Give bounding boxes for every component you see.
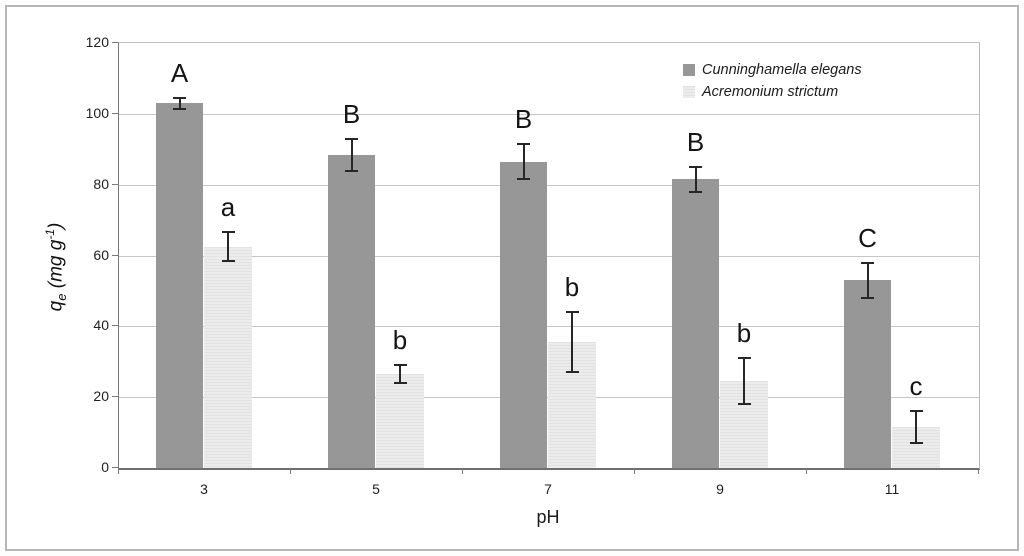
x-axis-tick [462, 469, 463, 474]
x-tick-label: 7 [544, 481, 552, 497]
legend-label: Cunninghamella elegans [702, 62, 862, 78]
error-bar [694, 166, 697, 192]
error-bar-cap [565, 371, 579, 374]
error-bar-cap [861, 297, 874, 299]
significance-letter: B [342, 98, 361, 129]
bar-cunninghamella-ph9 [672, 179, 719, 468]
error-bar [399, 365, 401, 383]
significance-letter: b [736, 318, 752, 349]
error-bar-cap [345, 169, 358, 172]
error-bar [522, 143, 525, 180]
error-bar [743, 358, 745, 405]
gridline [119, 326, 979, 328]
error-bar-cap [689, 190, 702, 193]
legend-item: Acremonium strictum [683, 81, 862, 103]
error-bar [227, 232, 229, 261]
y-tick-label: 120 [85, 34, 109, 50]
legend-swatch-acremonium [683, 86, 695, 98]
bar-cunninghamella-ph11 [844, 280, 891, 468]
bar-cunninghamella-ph3 [156, 103, 203, 468]
y-axis-title: qe (mg g-1) [43, 223, 69, 312]
y-axis-subscript: e [54, 293, 70, 301]
error-bar-cap [737, 357, 751, 360]
error-bar-cap [861, 261, 874, 264]
x-tick-label: 9 [716, 481, 724, 497]
significance-letter: c [909, 371, 923, 402]
y-axis-variable: q [45, 300, 67, 312]
legend: Cunninghamella elegans Acremonium strict… [683, 59, 862, 103]
significance-letter: B [686, 126, 705, 157]
error-bar [178, 97, 181, 109]
y-tick-label: 40 [93, 317, 109, 334]
error-bar-cap [345, 137, 358, 140]
significance-letter: C [858, 222, 877, 253]
x-tick-label: 11 [884, 481, 900, 497]
error-bar-cap [909, 410, 923, 413]
error-bar-cap [689, 165, 702, 168]
x-tick-label: 3 [200, 481, 208, 497]
significance-letter: B [514, 103, 533, 134]
error-bar-cap [173, 107, 186, 110]
y-axis-tick [112, 467, 118, 468]
y-axis-tick [112, 325, 118, 327]
error-bar-cap [221, 259, 235, 262]
x-axis-tick [978, 469, 979, 474]
bar-acremonium-ph5 [376, 374, 424, 468]
y-tick-label: 100 [85, 104, 109, 121]
error-bar-cap [909, 442, 923, 445]
significance-letter: A [170, 57, 189, 88]
significance-letter: b [392, 325, 408, 356]
error-bar-cap [393, 364, 407, 367]
legend-label: Acremonium strictum [702, 84, 839, 100]
legend-item: Cunninghamella elegans [683, 59, 862, 81]
error-bar [866, 262, 869, 298]
error-bar [350, 138, 353, 171]
error-bar-cap [393, 382, 407, 384]
bar-acremonium-ph3 [204, 246, 252, 468]
x-axis-tick [634, 469, 635, 474]
significance-letter: b [564, 272, 580, 303]
x-tick-label: 5 [372, 481, 380, 497]
x-axis-title: pH [536, 507, 560, 527]
error-bar-cap [517, 178, 530, 181]
error-bar-cap [173, 96, 186, 99]
gridline [119, 113, 979, 115]
x-axis-tick [290, 469, 291, 474]
y-tick-label: 60 [93, 246, 109, 263]
y-tick-label: 0 [101, 459, 109, 475]
y-axis-exponent: -1 [42, 228, 57, 240]
significance-letter: a [220, 192, 236, 223]
y-axis-tick [112, 112, 118, 114]
y-axis-unit-close: ) [45, 222, 67, 229]
gridline [119, 184, 979, 186]
y-axis-tick [112, 396, 118, 398]
gridline [119, 255, 979, 257]
y-tick-label: 80 [93, 175, 109, 192]
bar-cunninghamella-ph5 [328, 154, 375, 468]
y-axis-tick [112, 183, 118, 185]
error-bar-cap [517, 142, 530, 145]
y-tick-label: 20 [93, 388, 109, 405]
y-axis-tick [112, 254, 118, 256]
error-bar [571, 312, 573, 373]
x-axis-tick [118, 469, 119, 474]
y-axis-tick [112, 42, 118, 43]
error-bar-cap [737, 403, 751, 406]
bar-cunninghamella-ph7 [500, 161, 547, 468]
error-bar [915, 411, 917, 444]
error-bar-cap [221, 231, 235, 234]
error-bar-cap [565, 311, 579, 314]
x-axis-tick [806, 469, 807, 474]
legend-swatch-cunninghamella [683, 64, 695, 76]
